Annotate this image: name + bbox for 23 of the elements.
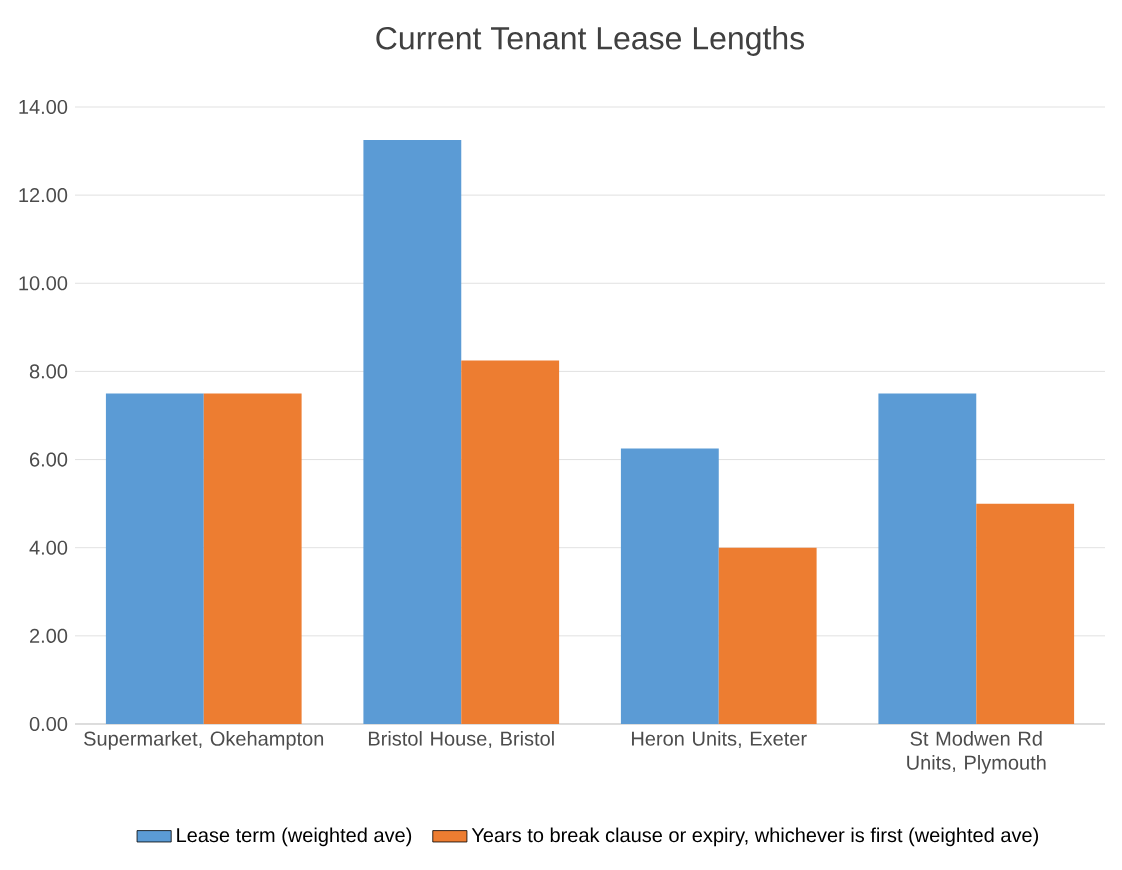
x-tick-label: Heron Units, Exeter [632,731,807,749]
y-tick-label: 0.00 [29,716,68,732]
bar [461,360,560,724]
y-tick-label: 12.00 [19,188,68,203]
y-tick-label: 6.00 [30,452,68,467]
legend-label: Lease term (weighted ave) [177,827,412,847]
y-tick-label: 8.00 [29,364,68,379]
y-tick-label: 4.00 [29,540,68,555]
bar [620,448,719,724]
bar [878,393,977,724]
bar [363,140,462,724]
y-tick-label: 14.00 [19,99,68,115]
y-tick-label: 2.00 [30,628,68,643]
bar [105,393,204,724]
bar [976,503,1075,724]
legend-label: Years to break clause or expiry, whichever is first (weighted ave) [471,827,1039,847]
bar [203,393,302,724]
x-tick-label: Bristol House, Bristol [368,731,554,749]
y-tick-label: 10.00 [19,276,68,291]
bar [718,547,817,724]
chart-title: Current Tenant Lease Lengths [376,26,805,56]
x-tick-label: Supermarket, Okehampton [84,731,324,750]
x-tick-label: St Modwen Rd Units, Plymouth [907,731,1046,774]
